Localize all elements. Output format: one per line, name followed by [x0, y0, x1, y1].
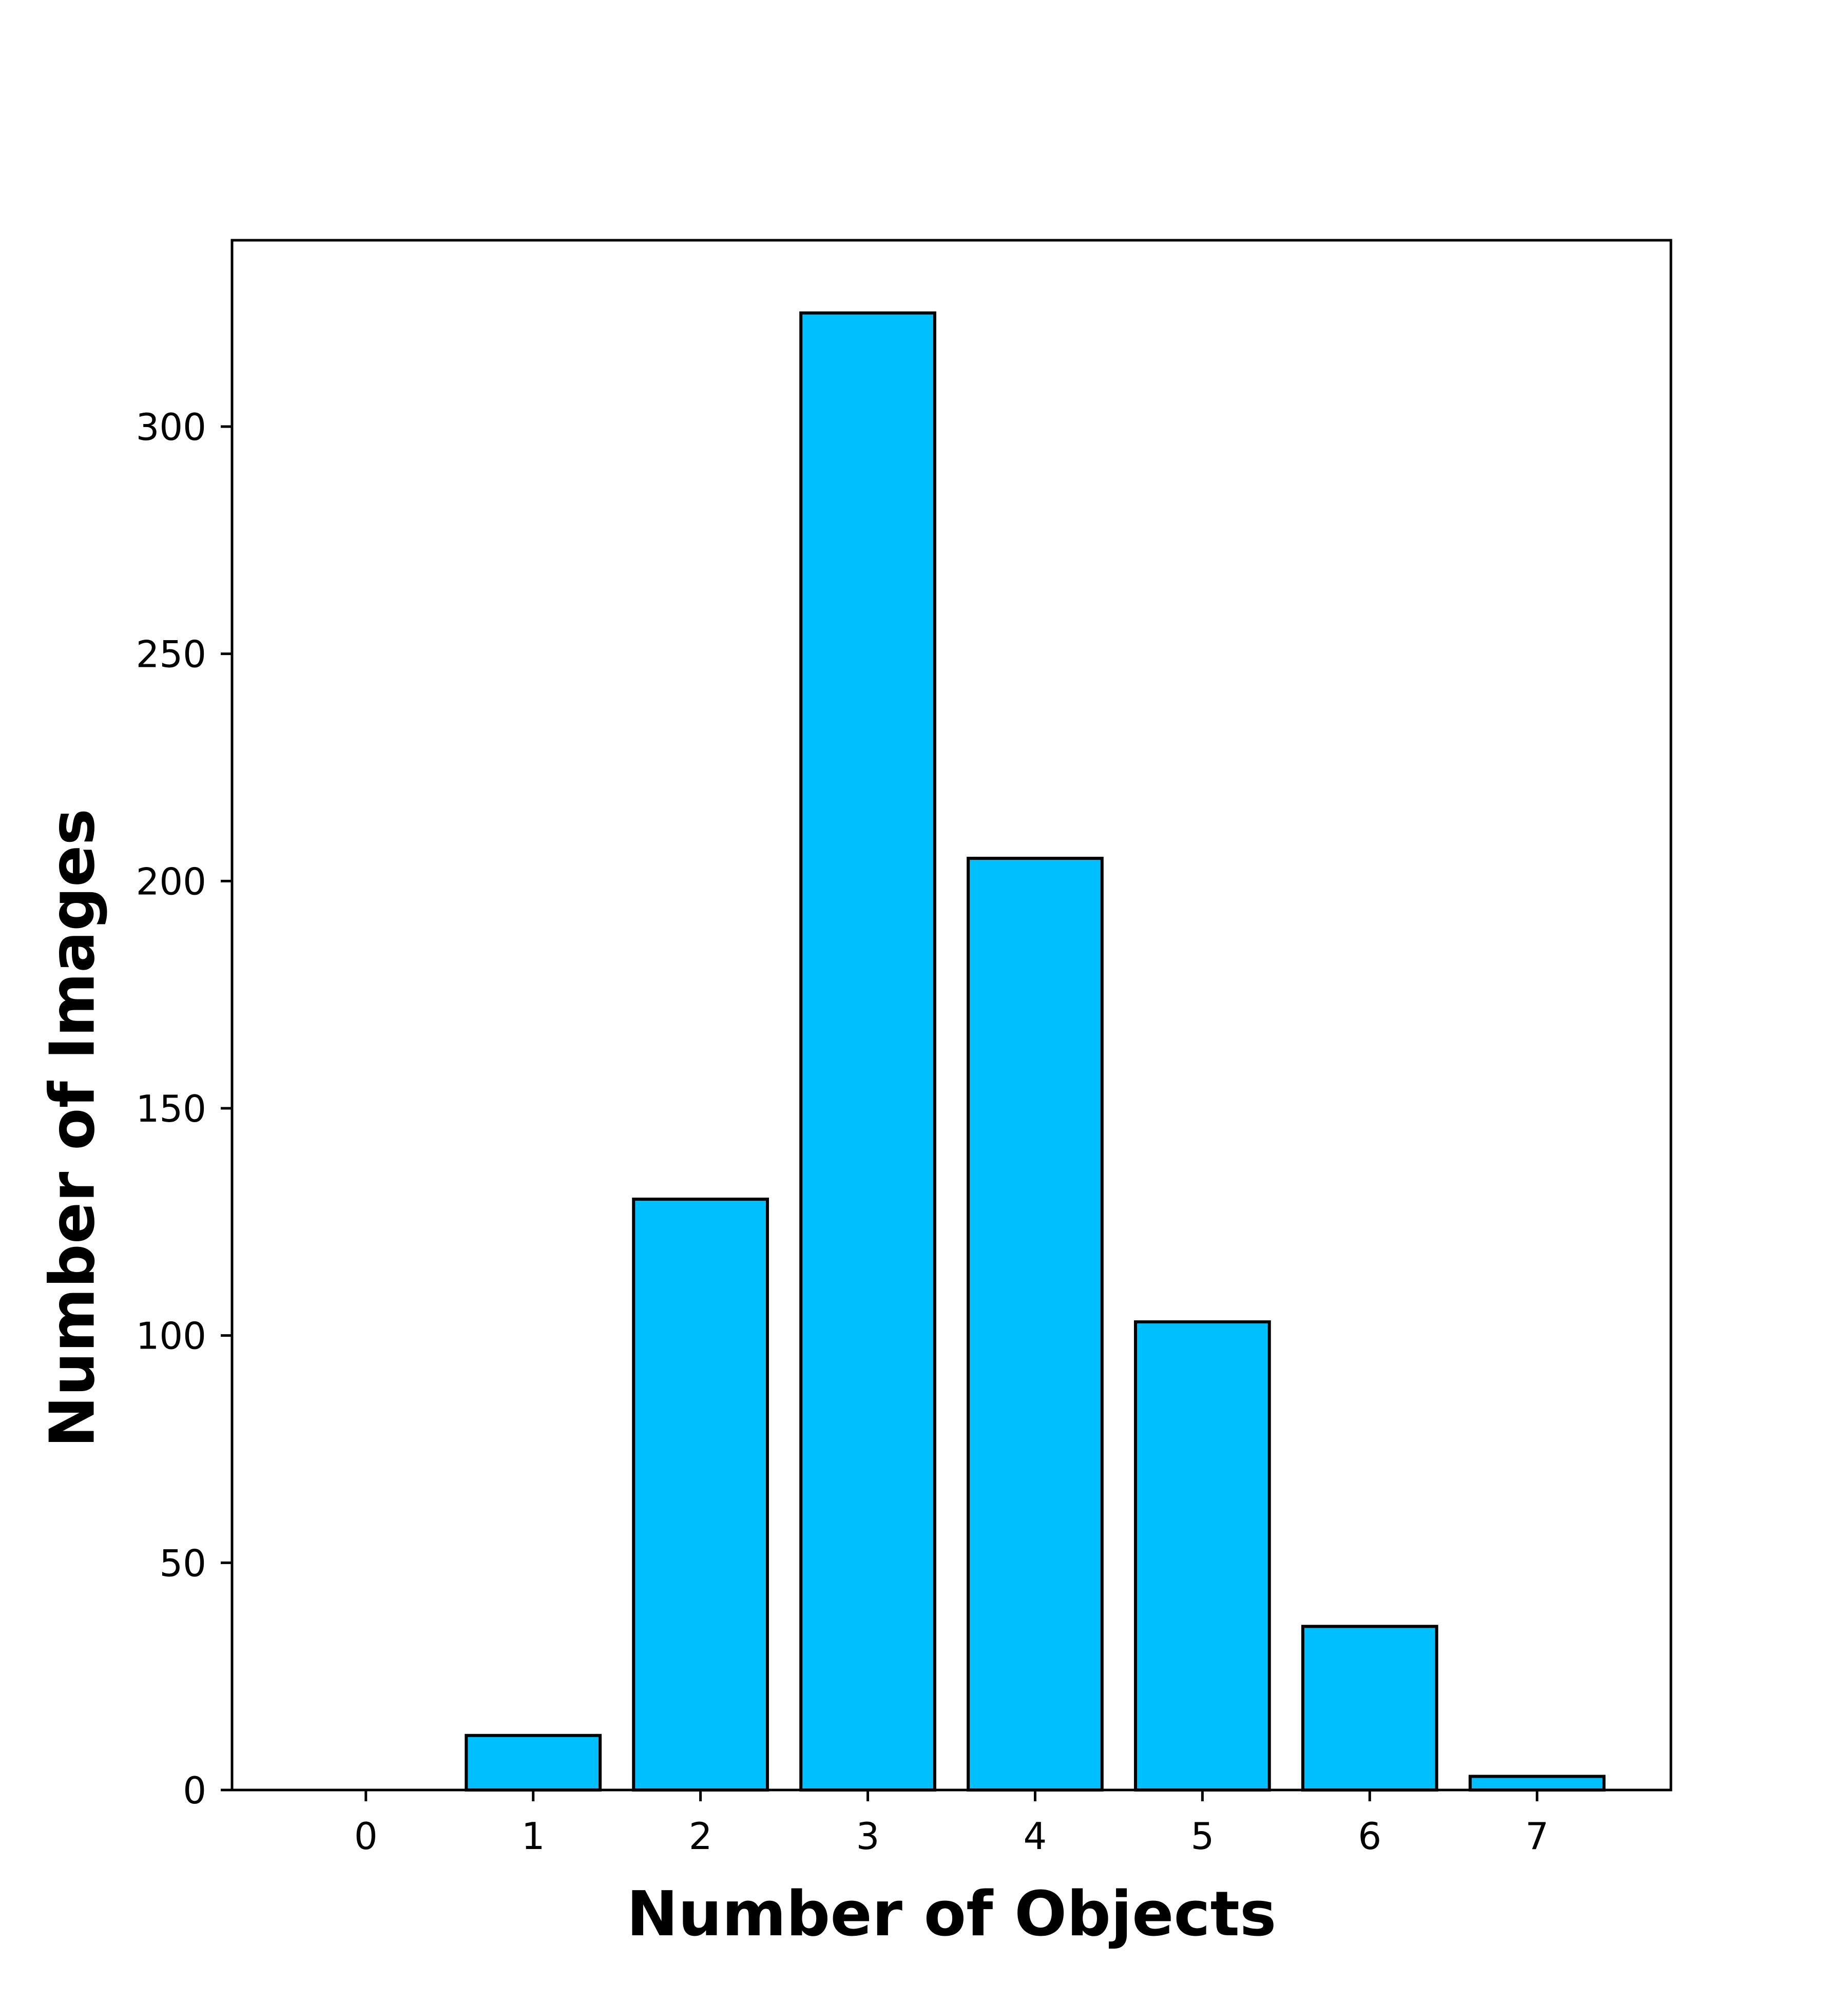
x-tick-label: 7: [1525, 1815, 1549, 1858]
bar-6: [1301, 1625, 1438, 1792]
y-tick-label: 200: [136, 860, 206, 903]
x-tick-label: 3: [856, 1815, 880, 1858]
x-tick-label: 1: [522, 1815, 545, 1858]
x-tick-label: 5: [1190, 1815, 1214, 1858]
plot-frame: [230, 239, 1672, 1792]
y-axis-label: Number of Images: [37, 808, 109, 1448]
x-tick-label: 4: [1024, 1815, 1047, 1858]
y-tick-label: 100: [136, 1315, 206, 1358]
bar-1: [465, 1734, 602, 1792]
y-tick-label: 300: [136, 406, 206, 449]
y-tick-label: 150: [136, 1087, 206, 1130]
bar-7: [1468, 1775, 1606, 1792]
y-tick-label: 50: [159, 1542, 206, 1585]
y-tick-label: 0: [183, 1769, 206, 1812]
y-axis-ticks: 0 50 100 150 200 250 300: [136, 406, 232, 1812]
x-axis-ticks: 0 1 2 3 4 5 6 7: [354, 1790, 1549, 1858]
x-tick-label: 0: [354, 1815, 378, 1858]
x-tick-label: 2: [689, 1815, 713, 1858]
x-axis-label: Number of Objects: [627, 1879, 1277, 1950]
bars-group: [465, 311, 1606, 1792]
x-tick-label: 6: [1358, 1815, 1381, 1858]
bar-5: [1134, 1320, 1271, 1792]
bar-4: [967, 857, 1104, 1792]
y-tick-label: 250: [136, 633, 206, 676]
bar-2: [632, 1198, 769, 1792]
bar-3: [799, 311, 936, 1792]
